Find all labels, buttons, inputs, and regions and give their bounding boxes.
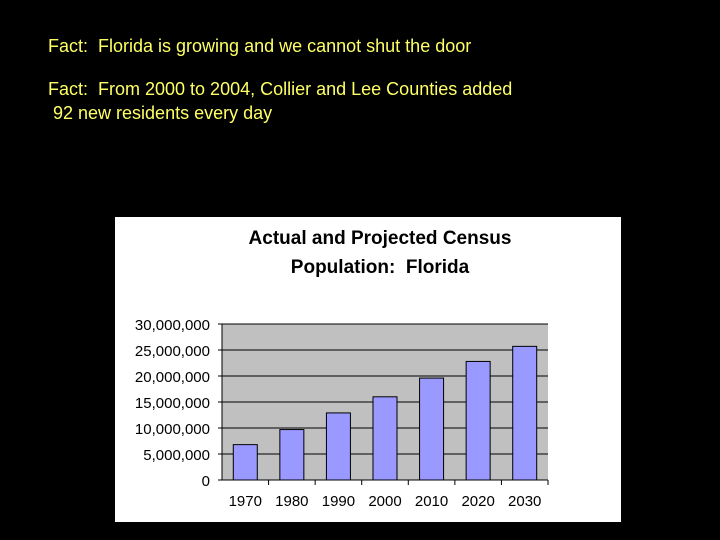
x-tick-label: 2030 (508, 493, 541, 510)
x-tick-label: 1980 (275, 493, 308, 510)
y-tick-label: 30,000,000 (135, 317, 210, 334)
fact-new-residents: Fact: From 2000 to 2004, Collier and Lee… (48, 79, 513, 123)
chart-panel: Actual and Projected Census Population: … (115, 217, 621, 522)
x-tick-label: 2020 (461, 493, 494, 510)
y-tick-label: 20,000,000 (135, 369, 210, 386)
y-tick-label: 0 (202, 473, 210, 490)
bar-1970 (232, 444, 258, 481)
bar-1980 (279, 429, 305, 481)
x-tick-label: 2010 (415, 493, 448, 510)
population-bar-chart: Actual and Projected Census Population: … (135, 228, 549, 510)
fact-growing: Fact: Florida is growing and we cannot s… (48, 36, 472, 56)
x-tick-label: 1970 (229, 493, 262, 510)
chart-title-line-1: Actual and Projected Census (249, 228, 512, 249)
bar-2030 (512, 345, 538, 481)
y-tick-label: 15,000,000 (135, 395, 210, 412)
y-tick-label: 10,000,000 (135, 421, 210, 438)
y-tick-label: 5,000,000 (143, 447, 210, 464)
chart-title-line-2: Population: Florida (291, 257, 470, 278)
x-tick-label: 1990 (322, 493, 355, 510)
bar-1990 (325, 412, 351, 481)
bar-2010 (419, 377, 445, 481)
bar-2020 (465, 360, 491, 481)
y-tick-label: 25,000,000 (135, 343, 210, 360)
x-tick-label: 2000 (368, 493, 401, 510)
bar-2000 (372, 396, 398, 481)
